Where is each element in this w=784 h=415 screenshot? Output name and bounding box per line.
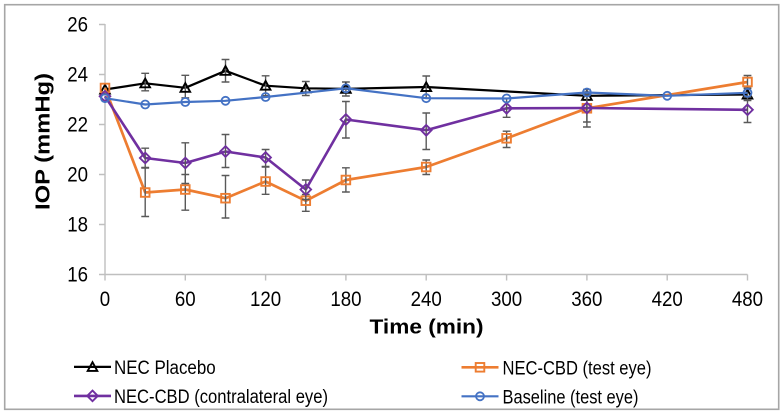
svg-text:60: 60 [175,288,196,311]
svg-text:Baseline (test eye): Baseline (test eye) [503,387,639,408]
svg-text:20: 20 [67,163,88,186]
svg-text:NEC-CBD (contralateral eye): NEC-CBD (contralateral eye) [114,387,328,408]
svg-text:NEC Placebo: NEC Placebo [114,358,216,379]
svg-text:26: 26 [67,13,88,36]
svg-text:IOP (mmHg): IOP (mmHg) [33,73,55,210]
svg-text:240: 240 [411,288,442,311]
svg-text:120: 120 [250,288,281,311]
svg-text:22: 22 [67,113,88,136]
svg-text:480: 480 [732,288,763,311]
svg-text:300: 300 [491,288,522,311]
svg-text:16: 16 [67,263,88,286]
svg-text:Time (min): Time (min) [370,317,484,339]
svg-text:360: 360 [571,288,602,311]
svg-text:420: 420 [652,288,683,311]
svg-text:0: 0 [100,288,110,311]
svg-text:NEC-CBD (test eye): NEC-CBD (test eye) [503,358,652,379]
svg-text:24: 24 [67,63,88,86]
svg-text:18: 18 [67,213,88,236]
svg-text:180: 180 [330,288,361,311]
